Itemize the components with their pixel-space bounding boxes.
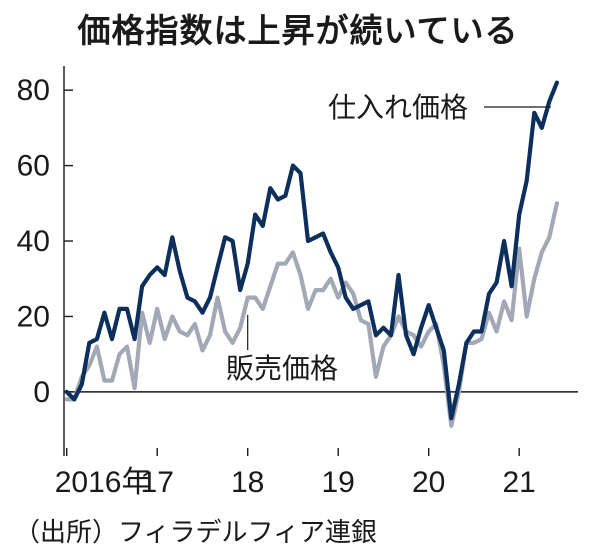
x-tick-label: 19 bbox=[322, 466, 355, 499]
source-note: （出所）フィラデルフィア連銀 bbox=[14, 518, 377, 548]
series-line-selling-price bbox=[64, 201, 560, 428]
y-tick-label: 40 bbox=[17, 225, 50, 258]
y-tick-label: 20 bbox=[17, 300, 50, 333]
x-tick-label: 17 bbox=[141, 466, 174, 499]
series-line-purchase-price bbox=[64, 80, 560, 421]
series-lines bbox=[64, 80, 560, 428]
x-tick-label: 2016年 bbox=[55, 466, 152, 499]
y-tick-label: 0 bbox=[33, 376, 50, 409]
x-tick-label: 20 bbox=[412, 466, 445, 499]
series-label-selling-price: 販売価格 bbox=[226, 352, 338, 385]
chart-title: 価格指数は上昇が続いている bbox=[77, 11, 519, 50]
x-tick-label: 18 bbox=[231, 466, 264, 499]
series-label-purchase-price: 仕入れ価格 bbox=[328, 91, 468, 124]
y-tick-label: 80 bbox=[17, 74, 50, 107]
y-tick-label: 60 bbox=[17, 150, 50, 183]
x-tick-label: 21 bbox=[502, 466, 535, 499]
